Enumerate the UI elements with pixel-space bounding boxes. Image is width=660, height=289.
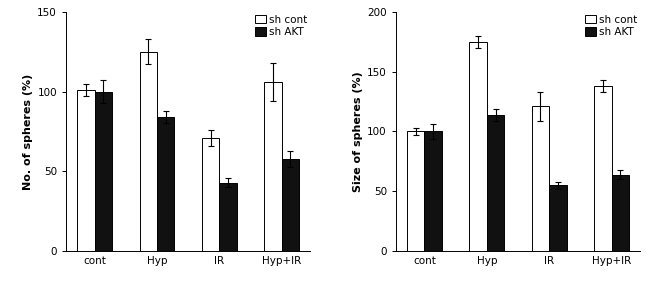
Bar	[77, 90, 94, 251]
Bar	[264, 82, 282, 251]
Y-axis label: Size of spheres (%): Size of spheres (%)	[353, 71, 363, 192]
Bar	[424, 131, 442, 251]
Bar	[282, 159, 299, 251]
Y-axis label: No. of spheres (%): No. of spheres (%)	[23, 73, 33, 190]
Bar	[94, 92, 112, 251]
Bar	[407, 131, 424, 251]
Bar	[139, 51, 157, 251]
Bar	[532, 106, 549, 251]
Legend: sh cont, sh AKT: sh cont, sh AKT	[584, 14, 638, 38]
Bar	[549, 186, 567, 251]
Bar	[594, 86, 612, 251]
Bar	[157, 117, 174, 251]
Bar	[612, 175, 629, 251]
Bar	[202, 138, 219, 251]
Bar	[219, 183, 237, 251]
Legend: sh cont, sh AKT: sh cont, sh AKT	[254, 14, 308, 38]
Bar	[469, 42, 487, 251]
Bar	[487, 115, 504, 251]
